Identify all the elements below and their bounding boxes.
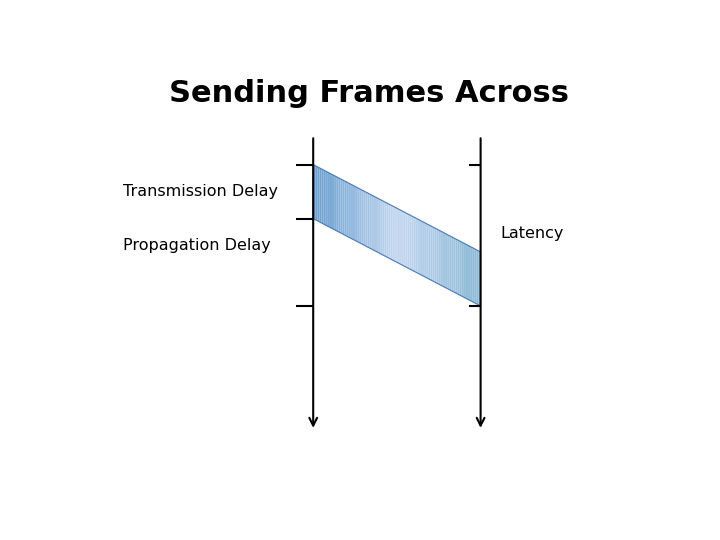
Polygon shape [389,204,391,259]
Polygon shape [454,238,456,293]
Polygon shape [458,240,459,295]
Text: Propagation Delay: Propagation Delay [124,238,271,253]
Polygon shape [399,210,401,265]
Polygon shape [403,212,405,267]
Polygon shape [364,191,366,246]
Polygon shape [372,195,374,251]
Polygon shape [433,227,435,282]
Polygon shape [479,251,481,306]
Text: Sending Frames Across: Sending Frames Across [169,79,569,109]
Polygon shape [345,181,347,236]
Polygon shape [395,207,397,262]
Polygon shape [338,178,341,233]
Polygon shape [466,244,468,299]
Polygon shape [470,246,472,302]
Polygon shape [369,194,372,249]
Polygon shape [468,245,470,300]
Polygon shape [351,184,353,239]
Polygon shape [355,186,357,241]
Polygon shape [426,224,428,279]
Polygon shape [431,226,433,281]
Polygon shape [341,179,343,234]
Polygon shape [443,232,445,287]
Polygon shape [424,222,426,278]
Polygon shape [382,201,384,256]
Polygon shape [376,197,378,253]
Polygon shape [462,242,464,297]
Polygon shape [332,174,334,230]
Polygon shape [438,230,441,285]
Polygon shape [328,172,330,227]
Polygon shape [378,198,380,254]
Polygon shape [322,169,324,224]
Polygon shape [343,180,345,235]
Polygon shape [474,248,477,304]
Polygon shape [348,183,351,238]
Polygon shape [449,235,451,291]
Polygon shape [330,173,332,228]
Polygon shape [464,243,466,298]
Polygon shape [418,219,420,274]
Polygon shape [361,190,364,245]
Polygon shape [392,206,395,261]
Polygon shape [366,192,368,247]
Polygon shape [413,217,415,272]
Polygon shape [410,215,412,270]
Polygon shape [374,196,376,252]
Text: Latency: Latency [500,226,564,241]
Polygon shape [368,193,369,248]
Polygon shape [318,167,320,222]
Polygon shape [447,234,449,289]
Polygon shape [324,170,325,225]
Polygon shape [359,188,361,244]
Polygon shape [401,211,403,266]
Polygon shape [472,247,474,303]
Polygon shape [445,233,447,288]
Polygon shape [387,203,389,258]
Polygon shape [357,187,359,242]
Polygon shape [459,241,462,296]
Polygon shape [334,176,336,231]
Polygon shape [408,214,410,269]
Polygon shape [347,182,348,237]
Polygon shape [436,229,438,284]
Polygon shape [315,166,318,221]
Polygon shape [477,249,479,305]
Polygon shape [415,218,418,273]
Polygon shape [353,185,355,240]
Polygon shape [456,239,458,294]
Polygon shape [336,177,338,232]
Polygon shape [422,221,424,276]
Polygon shape [412,216,413,271]
Polygon shape [441,231,443,286]
Polygon shape [451,237,454,292]
Text: Transmission Delay: Transmission Delay [124,184,279,199]
Polygon shape [325,171,328,226]
Polygon shape [397,208,399,264]
Polygon shape [428,225,431,280]
Polygon shape [320,168,322,223]
Polygon shape [391,205,392,260]
Polygon shape [313,165,315,220]
Polygon shape [420,220,422,275]
Polygon shape [435,228,436,283]
Polygon shape [384,202,387,257]
Polygon shape [405,213,408,268]
Polygon shape [380,199,382,255]
